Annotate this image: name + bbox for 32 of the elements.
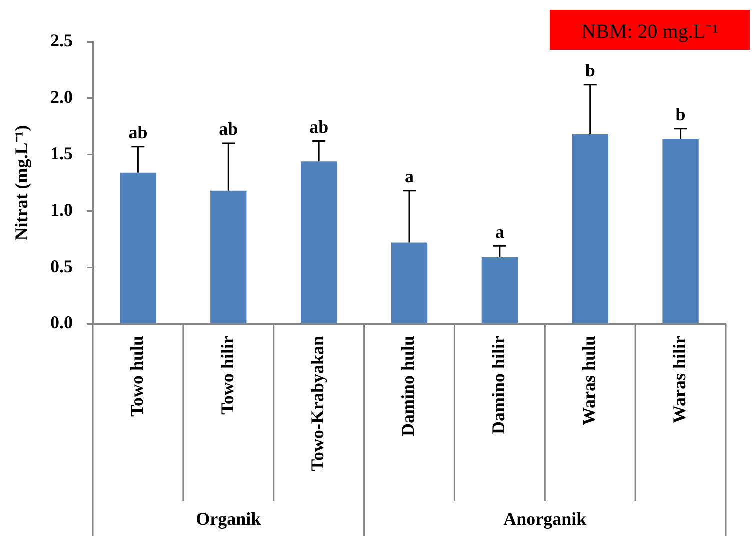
y-tick-label: 0.5 (50, 256, 73, 276)
x-tick-label: Damino hulu (398, 336, 418, 437)
y-tick-label: 2.5 (50, 30, 73, 51)
bar (120, 172, 156, 324)
bar (662, 139, 699, 324)
y-tick-label: 1.5 (50, 143, 73, 164)
data-label: b (585, 60, 596, 81)
data-label: ab (219, 119, 238, 140)
y-tick-label: 2.0 (50, 87, 73, 108)
x-tick-label: Towo hilir (217, 336, 238, 415)
data-label: a (495, 222, 504, 242)
bar (391, 242, 428, 324)
x-tick-label: Towo-Krabyakan (308, 336, 328, 472)
bar (210, 190, 247, 324)
data-label: b (676, 104, 686, 125)
text: Organik (196, 509, 262, 530)
y-tick-label: 1.0 (50, 200, 73, 220)
y-axis-title: Nitrat (mg.L⁻¹) (11, 125, 32, 241)
annotation: NBM: 20 mg.L⁻¹ (582, 20, 718, 44)
text: Anorganik (504, 509, 587, 530)
bar (300, 162, 338, 324)
note-box: NBM: 20 mg.L⁻¹ (550, 10, 750, 50)
x-tick-label: Damino hilir (488, 336, 509, 435)
x-tick-label: Towo hulu (126, 336, 147, 417)
bar (572, 134, 608, 324)
y-tick-label: 0.0 (50, 312, 73, 333)
x-tick-label: Waras hilir (669, 336, 690, 424)
data-label: ab (310, 116, 329, 137)
x-tick-label: Waras hulu (579, 336, 600, 426)
data-label: a (405, 166, 414, 187)
bar (482, 257, 518, 324)
data-label: ab (128, 122, 148, 143)
